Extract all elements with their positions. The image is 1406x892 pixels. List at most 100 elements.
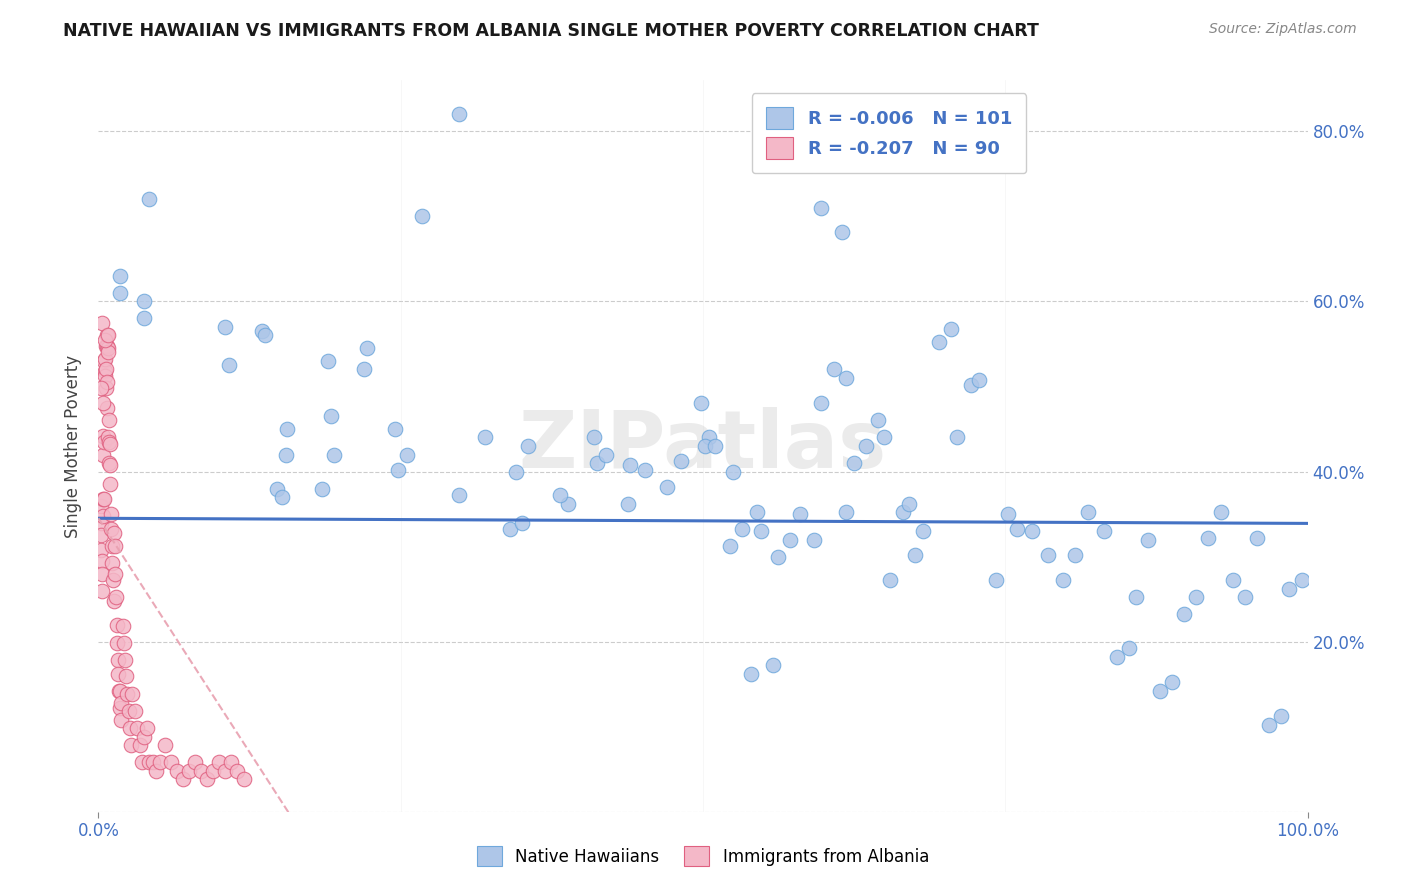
Point xyxy=(90,554,112,568)
Point xyxy=(1064,548,1087,562)
Point xyxy=(111,619,134,633)
Point xyxy=(316,354,339,368)
Point xyxy=(179,764,201,778)
Point xyxy=(134,730,156,744)
Point xyxy=(127,722,149,736)
Point xyxy=(395,448,418,462)
Point xyxy=(447,107,470,121)
Point xyxy=(891,505,914,519)
Point xyxy=(510,516,533,530)
Point xyxy=(1209,505,1232,519)
Point xyxy=(149,756,172,770)
Point xyxy=(115,668,138,682)
Point xyxy=(1094,524,1116,538)
Point xyxy=(101,557,124,571)
Text: ZIPatlas: ZIPatlas xyxy=(519,407,887,485)
Point xyxy=(124,704,146,718)
Point xyxy=(904,548,927,562)
Point xyxy=(254,328,277,343)
Point xyxy=(619,458,641,472)
Point xyxy=(516,439,538,453)
Point xyxy=(723,465,745,479)
Point xyxy=(93,396,115,410)
Point xyxy=(557,497,579,511)
Point xyxy=(779,533,801,547)
Point xyxy=(214,764,236,778)
Point xyxy=(91,316,114,330)
Point xyxy=(100,540,122,554)
Point xyxy=(1007,522,1029,536)
Point xyxy=(96,338,118,352)
Point xyxy=(105,617,128,632)
Point xyxy=(94,369,117,384)
Point xyxy=(583,430,606,444)
Point xyxy=(108,684,131,698)
Point xyxy=(1125,591,1147,605)
Point xyxy=(855,439,877,453)
Point xyxy=(98,477,121,491)
Point xyxy=(93,434,115,449)
Point xyxy=(946,430,969,444)
Point xyxy=(104,540,127,554)
Point xyxy=(274,448,297,462)
Point xyxy=(1233,591,1256,605)
Point xyxy=(120,739,142,753)
Point xyxy=(190,764,212,778)
Point xyxy=(97,328,120,343)
Point xyxy=(100,507,122,521)
Point xyxy=(117,687,139,701)
Point xyxy=(823,362,845,376)
Point xyxy=(276,422,298,436)
Point xyxy=(145,764,167,778)
Point xyxy=(585,456,607,470)
Point xyxy=(94,338,117,352)
Point xyxy=(98,437,121,451)
Point xyxy=(131,756,153,770)
Point xyxy=(142,756,165,770)
Point xyxy=(474,430,496,444)
Point xyxy=(766,549,789,564)
Point xyxy=(1197,531,1219,545)
Point xyxy=(323,448,346,462)
Point xyxy=(1149,684,1171,698)
Point xyxy=(697,430,720,444)
Point xyxy=(834,505,856,519)
Point xyxy=(803,533,825,547)
Point xyxy=(311,482,333,496)
Point xyxy=(184,756,207,770)
Point xyxy=(94,362,117,376)
Point xyxy=(98,458,121,472)
Point xyxy=(94,352,117,367)
Point xyxy=(100,522,122,536)
Point xyxy=(202,764,225,778)
Point xyxy=(107,653,129,667)
Point xyxy=(104,591,127,605)
Point xyxy=(96,328,118,343)
Point xyxy=(1246,531,1268,545)
Point xyxy=(90,516,112,530)
Point xyxy=(91,448,114,462)
Point xyxy=(731,522,754,536)
Point xyxy=(1021,524,1043,538)
Point xyxy=(831,225,853,239)
Point xyxy=(356,341,378,355)
Point xyxy=(1270,709,1292,723)
Point xyxy=(96,401,118,415)
Point xyxy=(112,636,135,650)
Legend: Native Hawaiians, Immigrants from Albania: Native Hawaiians, Immigrants from Albani… xyxy=(468,838,938,875)
Point xyxy=(96,381,118,395)
Point xyxy=(1105,649,1128,664)
Point xyxy=(96,375,118,389)
Point xyxy=(1076,505,1098,519)
Point xyxy=(97,345,120,359)
Point xyxy=(108,684,131,698)
Point xyxy=(718,540,741,554)
Point xyxy=(97,430,120,444)
Point xyxy=(153,739,176,753)
Point xyxy=(762,658,785,673)
Point xyxy=(550,488,572,502)
Point xyxy=(91,583,114,598)
Point xyxy=(834,371,856,385)
Point xyxy=(93,354,115,368)
Point xyxy=(93,508,115,523)
